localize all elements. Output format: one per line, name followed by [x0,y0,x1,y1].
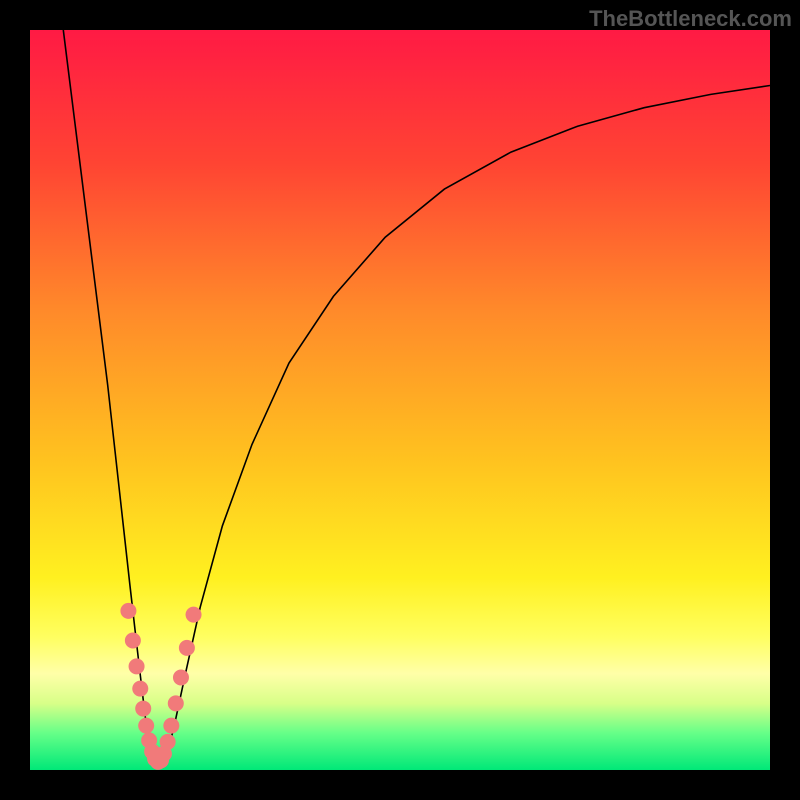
data-marker [168,695,184,711]
data-marker [135,701,151,717]
watermark-text: TheBottleneck.com [589,6,792,32]
chart-svg [30,30,770,770]
data-marker [138,718,154,734]
curve-left-branch [63,30,157,766]
data-marker [125,633,141,649]
data-marker [179,640,195,656]
data-marker [160,734,176,750]
plot-area [30,30,770,770]
curve-right-branch [162,86,770,767]
data-marker [163,718,179,734]
data-marker [186,607,202,623]
data-marker [129,658,145,674]
chart-container: { "watermark": { "text": "TheBottleneck.… [0,0,800,800]
data-marker [132,681,148,697]
data-marker [120,603,136,619]
data-marker [173,670,189,686]
